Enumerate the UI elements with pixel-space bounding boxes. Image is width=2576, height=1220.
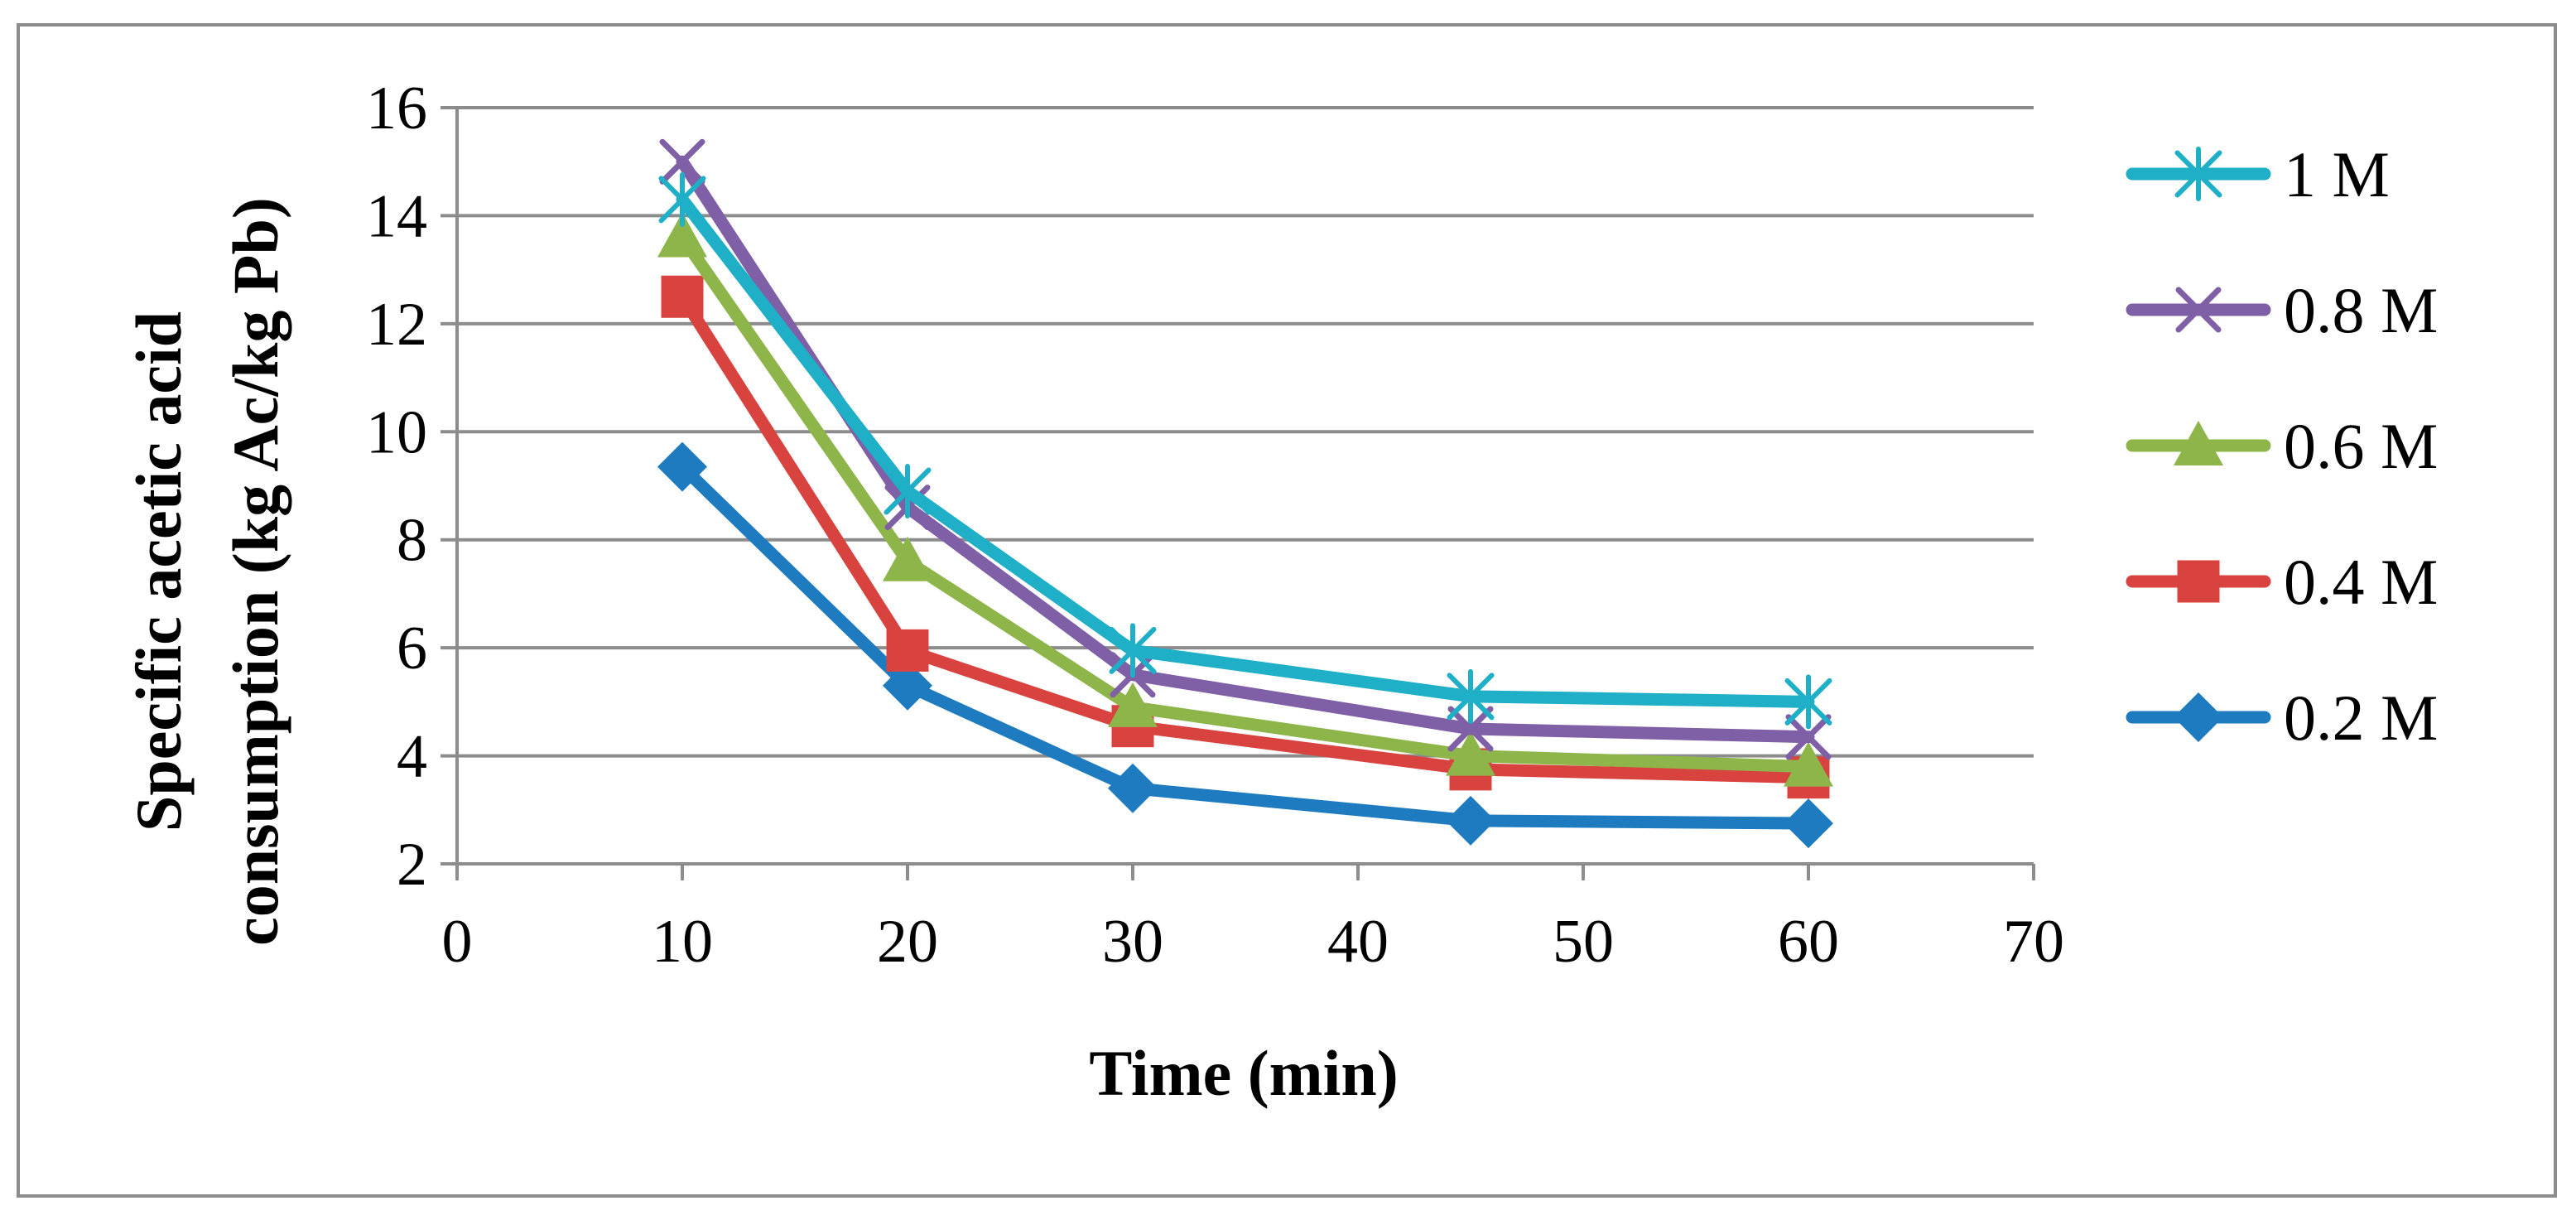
x-tick-label: 30 <box>1102 908 1163 976</box>
series-0_6-m <box>657 212 1833 787</box>
data-point <box>883 536 932 581</box>
y-axis-title-line-1: Specific acetic acid <box>123 311 195 832</box>
data-point <box>657 212 707 258</box>
legend-label: 0.2 M <box>2284 682 2438 754</box>
marker-stroke <box>1447 706 1494 752</box>
legend-item-0_4-m: 0.4 M <box>2126 546 2438 618</box>
legend: 1 M 0.8 M 0.6 M 0.4 M 0.2 M <box>2126 138 2438 754</box>
x-tick-label: 0 <box>442 908 473 976</box>
series-1-m <box>658 171 1832 730</box>
y-tick-label: 14 <box>366 182 427 250</box>
series-0_2-m <box>657 441 1833 849</box>
legend-item-1-m: 1 M <box>2126 138 2390 210</box>
legend-label: 0.6 M <box>2284 410 2438 482</box>
legend-item-0_2-m: 0.2 M <box>2126 682 2438 754</box>
x-tick-label: 70 <box>2003 908 2064 976</box>
data-point <box>657 441 707 492</box>
marker-stroke <box>1785 714 1832 760</box>
legend-label: 0.4 M <box>2284 546 2438 618</box>
data-point <box>1784 674 1832 730</box>
data-point <box>1108 682 1158 727</box>
x-tick-label: 50 <box>1553 908 1614 976</box>
legend-marker <box>2174 147 2222 201</box>
data-point <box>1446 731 1495 776</box>
data-point <box>886 629 929 672</box>
data-point <box>1784 741 1833 787</box>
legend-item-0_6-m: 0.6 M <box>2126 410 2438 482</box>
data-point <box>1447 706 1494 752</box>
y-tick-label: 4 <box>397 723 427 791</box>
y-tick-label: 2 <box>397 831 427 899</box>
x-tick-label: 60 <box>1778 908 1839 976</box>
data-point <box>884 464 932 519</box>
x-tick-label: 40 <box>1327 908 1389 976</box>
data-point <box>1446 795 1495 846</box>
x-tick-label: 20 <box>877 908 938 976</box>
y-tick-label: 16 <box>366 75 427 142</box>
y-tick-label: 10 <box>366 398 427 466</box>
y-tick-label: 12 <box>366 291 427 359</box>
marker-stroke <box>2175 287 2222 333</box>
chart-frame <box>17 23 2557 1198</box>
x-axis-title: Time (min) <box>1089 1037 1398 1109</box>
legend-marker <box>2174 421 2223 465</box>
axes <box>441 106 2035 880</box>
data-point <box>658 171 706 227</box>
axis-titles: Time (min) Specific acetic acid consumpt… <box>123 197 1399 1109</box>
legend-label: 1 M <box>2284 138 2390 210</box>
legend-marker <box>2177 560 2220 603</box>
data-point <box>661 275 704 318</box>
y-tick-label: 6 <box>397 615 427 682</box>
legend-marker <box>2175 287 2222 333</box>
legend-marker <box>2174 692 2223 742</box>
y-axis-title-line-2: consumption (kg Ac/kg Pb) <box>219 197 291 946</box>
data-point <box>659 138 705 185</box>
tick-labels: 2 4 6 8 10 12 14 16 0 10 20 30 40 50 60 70 <box>366 75 2064 976</box>
gridlines <box>457 106 2034 758</box>
marker-stroke <box>659 138 705 185</box>
data-point <box>1109 623 1157 678</box>
data-point <box>883 660 932 711</box>
data-point <box>1784 798 1833 849</box>
data-point <box>1108 763 1158 813</box>
y-tick-label: 8 <box>397 507 427 575</box>
legend-item-0_8-m: 0.8 M <box>2126 274 2438 346</box>
series <box>657 138 1833 849</box>
data-point <box>1447 668 1495 724</box>
legend-label: 0.8 M <box>2284 274 2438 346</box>
data-point <box>1785 714 1832 760</box>
x-tick-label: 10 <box>652 908 713 976</box>
